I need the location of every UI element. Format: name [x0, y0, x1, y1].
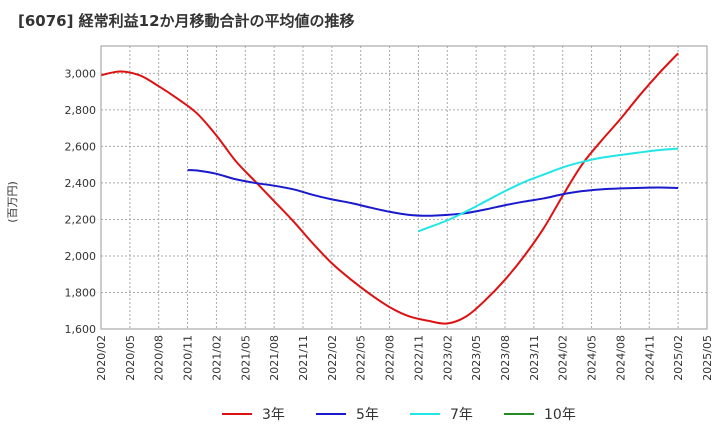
- x-tick-label: 2025/05: [701, 335, 714, 381]
- y-tick-label: 2,000: [65, 250, 97, 263]
- x-tick-label: 2020/08: [153, 335, 166, 381]
- x-tick-label: 2024/02: [557, 335, 570, 381]
- plot-frame: [100, 45, 708, 330]
- y-tick-label: 2,800: [65, 104, 97, 117]
- x-tick-label: 2023/02: [441, 335, 454, 381]
- x-tick-label: 2021/11: [297, 335, 310, 381]
- x-tick-label: 2023/05: [470, 335, 483, 381]
- series-line-5年: [187, 169, 679, 217]
- legend-label: 3年: [262, 407, 285, 423]
- series-line-3年: [100, 52, 679, 325]
- x-tick-label: 2021/02: [210, 335, 223, 381]
- series-lines: [100, 52, 679, 325]
- x-tick-label: 2023/11: [528, 335, 541, 381]
- legend-label: 10年: [544, 407, 576, 423]
- y-tick-label: 2,600: [65, 140, 97, 153]
- x-tick-label: 2024/08: [614, 335, 627, 381]
- x-tick-label: 2021/08: [268, 335, 281, 381]
- x-tick-label: 2023/08: [499, 335, 512, 381]
- y-tick-label: 3,000: [65, 67, 97, 80]
- x-tick-labels: 2020/02 2020/05 2020/08 2020/11 2021/02 2021/…: [95, 335, 714, 381]
- x-tick-label: 2020/11: [182, 335, 195, 381]
- y-tick-label: 1,600: [65, 323, 97, 336]
- x-tick-label: 2020/02: [95, 335, 108, 381]
- y-tick-labels: 1,600 1,800 2,000 2,200 2,400 2,600 2,800 3,000: [65, 67, 97, 336]
- grid-lines: [100, 46, 708, 330]
- x-tick-label: 2024/11: [643, 335, 656, 381]
- legend-label: 5年: [356, 407, 379, 423]
- y-tick-label: 2,400: [65, 177, 97, 190]
- y-tick-label: 2,200: [65, 213, 97, 226]
- legend: 3年 5年 7年 10年: [222, 407, 576, 423]
- x-tick-label: 2022/08: [384, 335, 397, 381]
- x-tick-label: 2022/02: [326, 335, 339, 381]
- x-tick-label: 2021/05: [239, 335, 252, 381]
- x-tick-label: 2022/11: [412, 335, 425, 381]
- x-tick-label: 2025/02: [672, 335, 685, 381]
- y-tick-label: 1,800: [65, 286, 97, 299]
- y-axis-label: (百万円): [6, 181, 19, 223]
- x-tick-label: 2024/05: [586, 335, 599, 381]
- legend-label: 7年: [450, 407, 473, 423]
- chart-title: [6076] 経常利益12か月移動合計の平均値の推移: [18, 12, 355, 30]
- x-tick-label: 2020/05: [124, 335, 137, 381]
- x-tick-label: 2022/05: [355, 335, 368, 381]
- series-line-7年: [418, 147, 679, 233]
